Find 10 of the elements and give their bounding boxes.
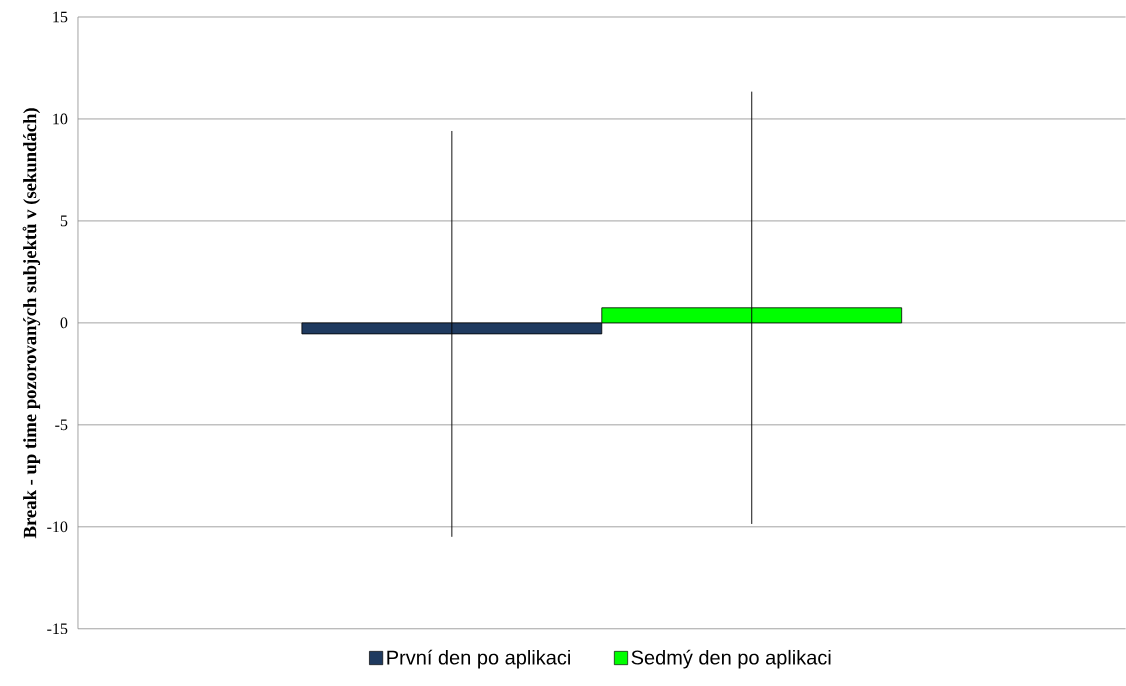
y-tick-label: -5 (55, 419, 68, 431)
y-tick-label: 10 (53, 113, 68, 125)
legend-label: První den po aplikaci (387, 649, 570, 669)
y-axis-title: Break - up time pozorovaných subjektů v (sekundách) (22, 108, 41, 539)
y-tick-label: 0 (60, 317, 68, 329)
y-tick-label: 15 (53, 11, 68, 23)
y-tick-label: -15 (47, 623, 68, 635)
y-tick-label: -10 (47, 521, 68, 533)
y-tick-label: 5 (60, 215, 68, 227)
legend-label: Sedmý den po aplikaci (631, 649, 831, 669)
